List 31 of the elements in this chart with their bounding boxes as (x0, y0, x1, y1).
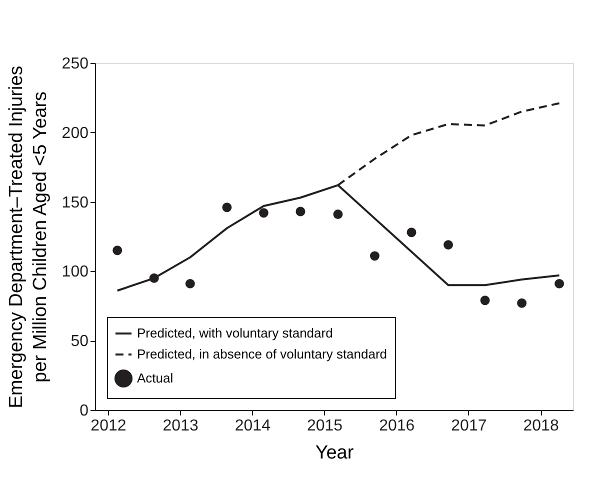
y-tick-label: 150 (62, 194, 89, 212)
point (296, 206, 306, 216)
point (554, 278, 564, 288)
point (406, 228, 416, 238)
point (517, 298, 527, 308)
y-axis-title: Emergency Department–Treated Injuries per Million Children Aged <5 Years (6, 66, 51, 408)
legend-label: Predicted, with voluntary standard (137, 326, 333, 340)
y-tick-label: 200 (62, 124, 89, 142)
x-axis-title: Year (315, 442, 354, 464)
point (185, 278, 195, 288)
y-tick-label: 50 (70, 333, 89, 350)
x-tick-label: 2014 (234, 418, 271, 434)
x-tick-label: 2012 (90, 418, 126, 434)
point (333, 210, 343, 220)
point (258, 208, 268, 218)
point (222, 202, 232, 212)
y-tick-label: 0 (80, 402, 89, 420)
point (112, 246, 122, 256)
y-tick-label: 250 (62, 56, 89, 72)
point (149, 273, 159, 283)
point (370, 251, 380, 261)
point (480, 296, 490, 306)
x-tick-label: 2018 (523, 418, 559, 434)
x-tick-label: 2015 (306, 418, 343, 434)
x-tick-label: 2013 (162, 418, 198, 434)
legend-label: Actual (137, 370, 174, 386)
legend-label: Predicted, in absence of voluntary standard (137, 346, 388, 362)
y-tick-label: 100 (62, 264, 89, 281)
point (444, 240, 454, 250)
x-tick-label: 2016 (379, 418, 415, 434)
x-tick-label: 2017 (451, 418, 487, 434)
